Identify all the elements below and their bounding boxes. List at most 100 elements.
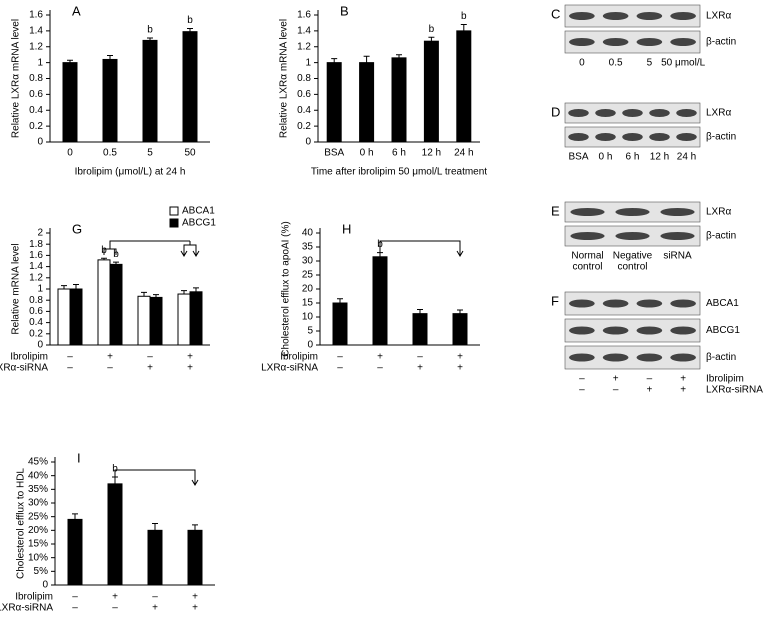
- y-axis-label: Cholesterol efflux to apoAI (%): [281, 221, 292, 356]
- blot-row-label: LXRα: [706, 11, 731, 22]
- panel-label: B: [340, 3, 349, 18]
- error-bar: [67, 59, 73, 63]
- bar: [423, 40, 439, 143]
- y-tick-label: 0: [37, 137, 43, 148]
- bracket: [103, 240, 190, 255]
- y-tick-label: 35%: [28, 484, 48, 495]
- treatment-mark: –: [337, 363, 343, 374]
- blot-band: [568, 133, 589, 141]
- y-tick-label: 1.4: [29, 261, 43, 272]
- bar: [142, 39, 158, 143]
- treatment-label: Ibrolipim: [280, 352, 318, 363]
- y-tick-label: 0: [37, 340, 43, 351]
- y-tick-label: 1.6: [29, 250, 43, 261]
- panel-label: F: [551, 293, 559, 308]
- y-tick-label: 0: [42, 580, 48, 591]
- blot-band: [602, 299, 629, 308]
- y-tick-label: 20%: [28, 525, 48, 536]
- error-bar: [363, 55, 370, 63]
- treatment-mark: +: [680, 385, 686, 396]
- x-axis-label: Ibrolipim (μmol/L) at 24 h: [75, 167, 186, 178]
- y-tick-label: 0.4: [297, 105, 311, 116]
- y-tick-label: 0.4: [29, 317, 43, 328]
- y-tick-label: 45%: [28, 457, 48, 468]
- legend-label: ABCA1: [182, 206, 215, 217]
- treatment-mark: +: [457, 363, 463, 374]
- blot-band: [570, 208, 605, 216]
- blot-strip: [564, 4, 701, 28]
- treatment-mark: –: [647, 374, 653, 385]
- bar: [412, 313, 428, 346]
- y-tick-label: 0.8: [297, 73, 311, 84]
- error-bar: [153, 294, 159, 298]
- lane-label: Negative: [613, 251, 653, 262]
- blot-band: [670, 299, 696, 308]
- error-bar: [113, 261, 119, 265]
- blot-band: [660, 208, 695, 216]
- treatment-mark: +: [192, 603, 198, 614]
- blot-band: [602, 326, 629, 335]
- y-tick-label: 0.6: [297, 89, 311, 100]
- blot-band: [670, 326, 696, 335]
- treatment-mark: –: [72, 592, 78, 603]
- y-tick-label: 0.8: [29, 295, 43, 306]
- y-tick-label: 15: [302, 298, 314, 309]
- treatment-mark: –: [147, 352, 153, 363]
- treatment-mark: +: [112, 592, 118, 603]
- blot-band: [622, 133, 643, 141]
- treatment-label: LXRα-siRNA: [0, 363, 48, 374]
- y-axis-label: Relative mRNA level: [11, 243, 22, 334]
- blot-band: [569, 299, 595, 308]
- blot-band: [676, 109, 697, 117]
- bar-label: b: [147, 25, 153, 36]
- error-bar: [61, 285, 67, 289]
- panel-label: I: [77, 450, 81, 465]
- treatment-mark: –: [67, 352, 73, 363]
- error-bar: [147, 37, 153, 41]
- bar: [62, 62, 78, 143]
- bracket: [379, 240, 464, 257]
- y-tick-label: 1.2: [29, 272, 43, 283]
- blot-band: [649, 133, 670, 141]
- bar-label: b: [112, 464, 118, 475]
- blot-row-label: β-actin: [706, 132, 736, 143]
- blot-strip: [564, 30, 701, 54]
- treatment-mark: –: [579, 385, 585, 396]
- bar: [109, 263, 123, 346]
- blot-row-label: LXRα: [706, 207, 731, 218]
- y-tick-label: 35: [302, 242, 314, 253]
- bar: [187, 529, 203, 586]
- arrow: [189, 241, 200, 257]
- error-bar: [152, 523, 158, 531]
- panel-label: H: [342, 221, 351, 236]
- legend-swatch: [169, 206, 179, 216]
- bar: [189, 291, 203, 346]
- blot-band: [595, 109, 616, 117]
- treatment-mark: –: [579, 374, 585, 385]
- treatment-mark: –: [337, 352, 343, 363]
- lane-label: siRNA: [663, 251, 692, 262]
- bar-label: b: [429, 24, 435, 35]
- y-tick-label: 0.8: [29, 73, 43, 84]
- x-tick-label: 0.5: [103, 148, 117, 159]
- x-tick-label: 50: [184, 148, 196, 159]
- error-bar: [181, 290, 187, 295]
- y-tick-label: 0: [305, 137, 311, 148]
- bar: [107, 483, 123, 586]
- bar: [326, 62, 342, 143]
- lane-label: control: [617, 262, 647, 273]
- error-bar: [187, 27, 193, 32]
- treatment-mark: –: [377, 363, 383, 374]
- x-axis-label: Time after ibrolipim 50 μmol/L treatment: [311, 167, 487, 178]
- y-tick-label: 10: [302, 312, 314, 323]
- x-tick-label: 5: [147, 148, 153, 159]
- blot-band: [670, 12, 696, 20]
- bar: [67, 518, 83, 586]
- blot-band: [602, 12, 629, 20]
- treatment-mark: +: [147, 363, 153, 374]
- error-bar: [457, 309, 463, 314]
- lane-label: Normal: [571, 251, 603, 262]
- blot-band: [615, 208, 650, 216]
- error-bar: [460, 24, 467, 31]
- treatment-mark: –: [152, 592, 158, 603]
